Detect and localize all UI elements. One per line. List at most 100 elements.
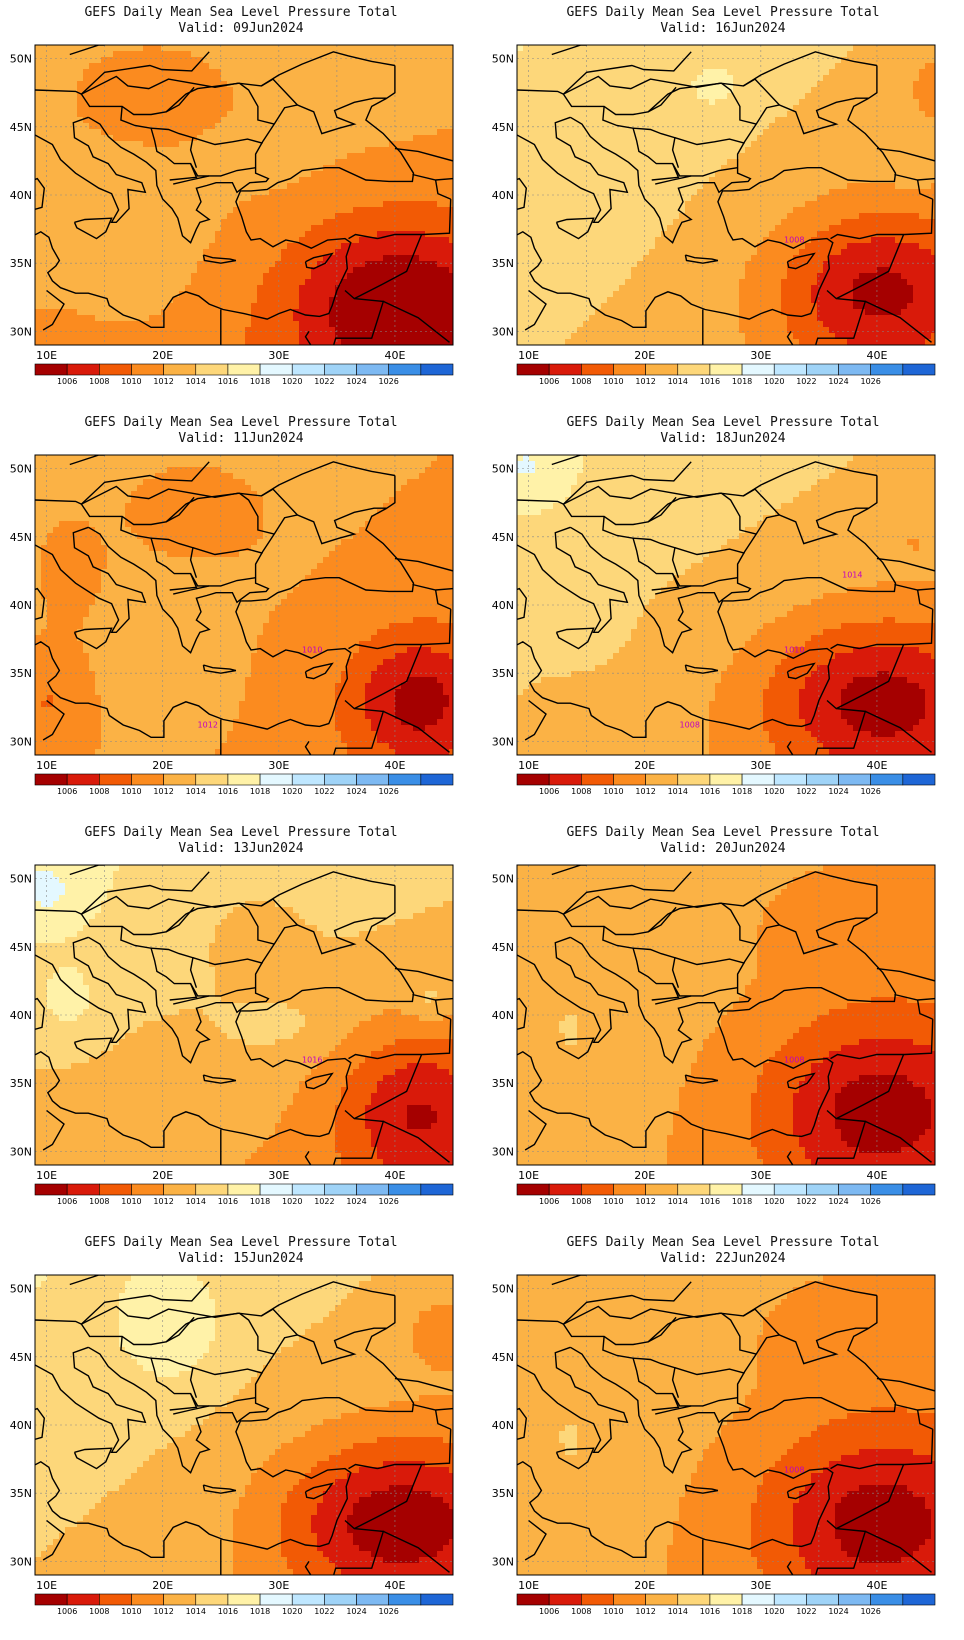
colorbar-label: 1018 xyxy=(732,377,752,386)
lat-tick-label: 30N xyxy=(10,1555,32,1568)
lat-tick-label: 30N xyxy=(10,735,32,748)
pressure-field xyxy=(517,1275,935,1575)
colorbar-label: 1006 xyxy=(539,1607,559,1616)
colorbar-swatch xyxy=(741,1183,775,1196)
lon-tick-label: 10E xyxy=(36,349,57,362)
colorbar-swatch xyxy=(420,1183,454,1196)
colorbar-swatch xyxy=(259,1183,293,1196)
lon-tick-label: 20E xyxy=(634,1169,655,1182)
panel-title: GEFS Daily Mean Sea Level Pressure Total xyxy=(482,5,964,21)
colorbar-swatch xyxy=(645,363,679,376)
pressure-map: 1008 50N 45N 40N 35N 30N 10E 20E 30E 40E 1006 1008 1… xyxy=(492,1274,936,1616)
lat-tick-label: 30N xyxy=(492,1145,514,1158)
colorbar-label: 1018 xyxy=(732,1607,752,1616)
colorbar-swatch xyxy=(548,363,582,376)
colorbar-label: 1024 xyxy=(346,377,366,386)
colorbar-swatch xyxy=(324,1593,357,1606)
colorbar-swatch xyxy=(420,773,454,786)
colorbar-swatch xyxy=(324,773,357,786)
panel-title: GEFS Daily Mean Sea Level Pressure Total xyxy=(0,825,482,841)
colorbar-label: 1010 xyxy=(121,787,141,796)
colorbar-label: 1020 xyxy=(764,787,784,796)
colorbar-swatch xyxy=(870,1593,904,1606)
colorbar-label: 1022 xyxy=(796,1197,816,1206)
colorbar-swatch xyxy=(516,1593,550,1606)
coastlines xyxy=(517,865,935,1165)
colorbar-swatch xyxy=(388,773,422,786)
colorbar-swatch xyxy=(227,1183,261,1196)
colorbar-label: 1008 xyxy=(89,377,109,386)
colorbar-swatch xyxy=(195,1183,229,1196)
lon-tick-label: 10E xyxy=(36,759,57,772)
contour-label: 1014 xyxy=(842,571,862,580)
lon-tick-label: 30E xyxy=(750,349,771,362)
colorbar-swatch xyxy=(902,363,936,376)
colorbar-label: 1014 xyxy=(186,787,206,796)
coastlines xyxy=(517,455,935,755)
colorbar-swatch xyxy=(163,1183,197,1196)
colorbar-label: 1020 xyxy=(282,1197,302,1206)
colorbar-swatch xyxy=(773,773,807,786)
valid-date: Valid: 13Jun2024 xyxy=(0,841,482,857)
colorbar-swatch xyxy=(677,773,711,786)
lon-tick-label: 10E xyxy=(36,1579,57,1592)
colorbar-swatch xyxy=(324,363,357,376)
colorbar-label: 1012 xyxy=(635,1607,655,1616)
colorbar-label: 1016 xyxy=(218,1607,238,1616)
colorbar-swatch xyxy=(741,363,775,376)
colorbar-label: 1014 xyxy=(668,787,688,796)
colorbar-label: 1026 xyxy=(379,1197,399,1206)
colorbar-label: 1024 xyxy=(346,1607,366,1616)
colorbar-swatch xyxy=(388,1593,422,1606)
colorbar-swatch xyxy=(645,1183,679,1196)
colorbar-label: 1014 xyxy=(668,377,688,386)
colorbar-label: 1026 xyxy=(379,377,399,386)
colorbar-label: 1010 xyxy=(121,1607,141,1616)
colorbar-label: 1024 xyxy=(828,1607,848,1616)
lon-tick-label: 30E xyxy=(268,349,289,362)
colorbar-swatch xyxy=(99,1183,132,1196)
contour-label: 1012 xyxy=(198,721,218,730)
contour-label: 1010 xyxy=(784,646,804,655)
lat-tick-label: 40N xyxy=(492,599,514,612)
colorbar-label: 1006 xyxy=(57,1607,77,1616)
colorbar-swatch xyxy=(259,363,293,376)
colorbar-swatch xyxy=(163,1593,197,1606)
contour-label: 1010 xyxy=(302,646,322,655)
map-frame xyxy=(34,1274,454,1576)
colorbar-label: 1010 xyxy=(603,1197,623,1206)
lat-tick-label: 40N xyxy=(10,599,32,612)
contour-label: 1008 xyxy=(784,1056,804,1065)
colorbar-swatch xyxy=(645,773,679,786)
colorbar-label: 1024 xyxy=(828,377,848,386)
map-panel: GEFS Daily Mean Sea Level Pressure Total… xyxy=(482,1230,964,1640)
colorbar-label: 1006 xyxy=(539,787,559,796)
lon-tick-label: 40E xyxy=(384,1169,405,1182)
panel-title: GEFS Daily Mean Sea Level Pressure Total xyxy=(0,415,482,431)
colorbar-label: 1020 xyxy=(282,377,302,386)
lat-tick-label: 50N xyxy=(10,1283,32,1296)
lat-tick-label: 45N xyxy=(492,121,514,134)
lon-tick-label: 20E xyxy=(152,1579,173,1592)
graticule xyxy=(35,45,453,345)
coastlines xyxy=(35,1275,453,1575)
colorbar-label: 1016 xyxy=(218,1197,238,1206)
lon-tick-label: 40E xyxy=(866,1169,887,1182)
colorbar-label: 1024 xyxy=(828,1197,848,1206)
lat-tick-label: 35N xyxy=(492,257,514,270)
panel-title: GEFS Daily Mean Sea Level Pressure Total xyxy=(482,825,964,841)
contour-label: 1008 xyxy=(784,236,804,245)
colorbar-swatch xyxy=(99,363,132,376)
valid-date: Valid: 15Jun2024 xyxy=(0,1251,482,1267)
colorbar-swatch xyxy=(34,1593,68,1606)
lat-tick-label: 30N xyxy=(492,735,514,748)
colorbar-swatch xyxy=(420,363,454,376)
pressure-field xyxy=(35,45,453,345)
map-frame xyxy=(516,454,936,756)
lon-tick-label: 20E xyxy=(152,759,173,772)
pressure-map: 1010 1012 50N 45N 40N 35N 30N 10E 20E 30E 40E 1006 1… xyxy=(10,454,454,796)
colorbar-swatch xyxy=(131,773,164,786)
colorbar-label: 1018 xyxy=(250,377,270,386)
colorbar-swatch xyxy=(548,773,582,786)
lat-tick-label: 35N xyxy=(492,1487,514,1500)
